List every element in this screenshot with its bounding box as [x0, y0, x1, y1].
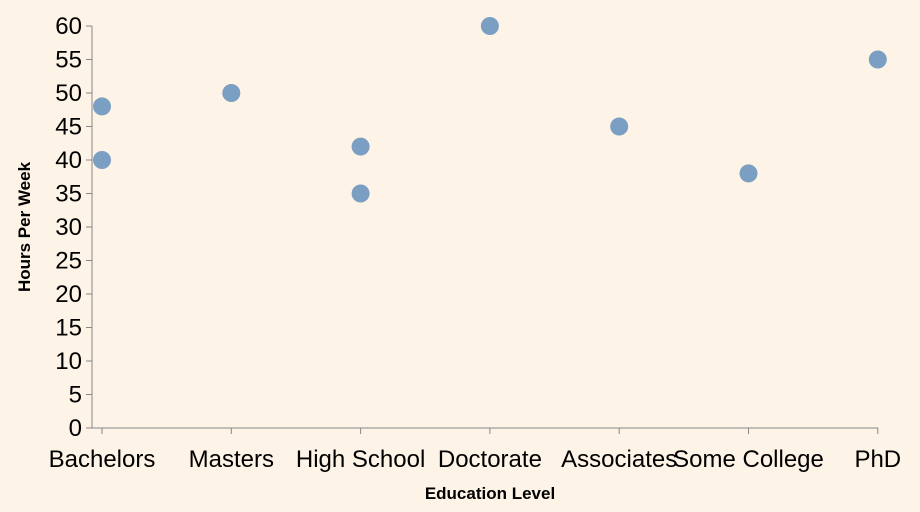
- y-tick-label: 10: [55, 348, 82, 375]
- x-tick-label: Bachelors: [49, 446, 156, 473]
- data-point: [351, 137, 370, 156]
- y-tick-label: 30: [55, 214, 82, 241]
- data-point: [480, 17, 499, 35]
- data-point: [93, 97, 111, 116]
- x-tick-label: Masters: [189, 446, 274, 473]
- y-tick-label: 20: [55, 281, 82, 308]
- data-point: [739, 164, 758, 183]
- y-tick-label: 60: [55, 13, 82, 40]
- data-point: [93, 151, 111, 169]
- y-tick-label: 55: [55, 47, 82, 74]
- y-tick-label: 15: [55, 315, 82, 342]
- y-tick-label: 50: [55, 80, 82, 107]
- x-tick-label: Some College: [673, 446, 824, 473]
- y-tick-label: 25: [55, 248, 82, 275]
- x-tick-label: PhD: [854, 446, 901, 473]
- data-point: [868, 50, 887, 69]
- y-axis: 0 5 10 15 20 25 30 35 40 45 50 55 60: [55, 13, 93, 442]
- y-tick-label: 0: [69, 415, 82, 442]
- y-tick-label: 40: [55, 147, 82, 174]
- x-axis: Bachelors Masters High School Doctorate Asso…: [49, 427, 901, 473]
- x-tick-label: High School: [296, 446, 425, 473]
- y-tick-label: 45: [55, 114, 82, 141]
- x-axis-title: Education Level: [425, 484, 555, 503]
- x-tick-label: Associates: [561, 446, 677, 473]
- data-point: [351, 184, 370, 203]
- y-tick-label: 35: [55, 181, 82, 208]
- x-tick-label: Doctorate: [438, 446, 542, 473]
- y-axis-title: Hours Per Week: [15, 161, 34, 292]
- y-tick-label: 5: [69, 382, 82, 409]
- data-point: [610, 117, 629, 136]
- data-point: [222, 84, 241, 102]
- data-points: [93, 17, 887, 203]
